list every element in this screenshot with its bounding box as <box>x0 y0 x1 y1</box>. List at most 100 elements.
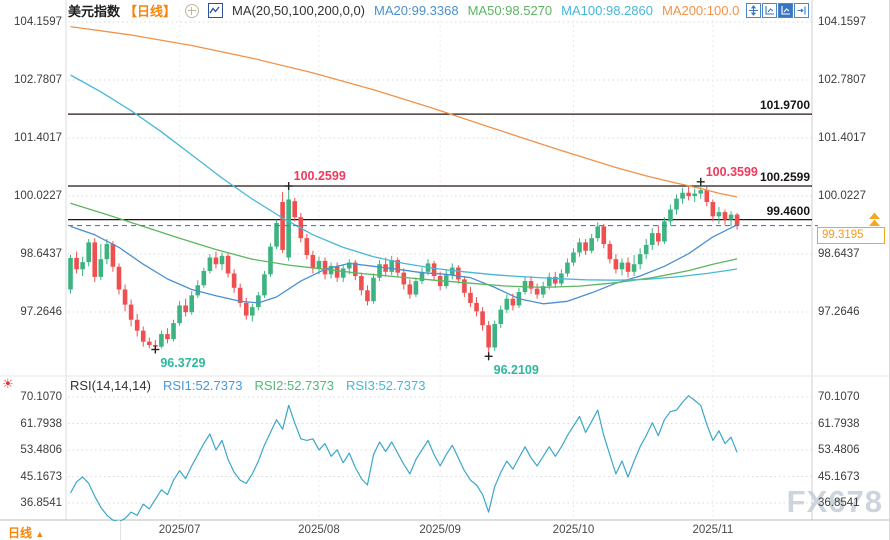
candle <box>310 254 316 269</box>
level-label: 99.4600 <box>766 203 810 218</box>
rsi-axis-label-right: 45.1673 <box>818 470 860 483</box>
ma-line-ma20 <box>70 224 738 305</box>
axis-scale-icon[interactable] <box>762 3 777 18</box>
candle <box>340 268 346 278</box>
price-annotation: 96.3729 <box>160 356 206 371</box>
candle <box>268 246 273 275</box>
rsi3-value: RSI3:52.7373 <box>345 378 426 393</box>
candle <box>401 272 407 285</box>
candle <box>334 265 340 278</box>
candle <box>207 257 213 271</box>
pan-crosshair-icon[interactable] <box>746 3 761 18</box>
candle <box>577 242 582 253</box>
ma20-value: MA20:99.3368 <box>374 3 459 18</box>
price-axis-label-left: 97.2646 <box>20 305 62 318</box>
rsi-settings-icon[interactable]: ☀ <box>2 376 14 391</box>
period-arrow-icon: ▲ <box>35 529 45 539</box>
period-selector[interactable]: 日线 ▲ <box>8 526 45 540</box>
price-annotation: 100.2599 <box>293 169 346 184</box>
candle <box>395 260 401 273</box>
candle <box>256 295 261 308</box>
candle <box>116 266 122 290</box>
candle <box>359 276 364 291</box>
candle <box>474 302 479 312</box>
current-price-box: 99.3195 <box>817 227 885 244</box>
ma50-value: MA50:98.5270 <box>467 3 553 18</box>
candle <box>413 281 419 295</box>
price-axis-label-right: 98.6437 <box>818 247 860 260</box>
candle <box>219 255 225 265</box>
candle <box>140 330 146 342</box>
candle <box>280 201 285 250</box>
candle <box>262 274 267 296</box>
rsi-axis-label-right: 53.4806 <box>818 444 860 456</box>
candle <box>468 292 473 303</box>
price-axis-label-right: 101.4017 <box>818 131 866 144</box>
price-axis-label-right: 104.1597 <box>818 16 866 28</box>
price-annotation: 96.2109 <box>493 363 539 378</box>
candle <box>722 212 728 220</box>
candle <box>680 192 685 199</box>
candle <box>583 242 588 251</box>
candle <box>674 198 679 210</box>
candle <box>498 309 504 324</box>
ma-settings-label[interactable]: MA(20,50,100,200,0,0) <box>232 3 366 18</box>
rsi-axis-label-right: 61.7938 <box>818 417 860 430</box>
candle <box>122 289 128 305</box>
ma-line-ma200 <box>70 25 738 198</box>
candle <box>146 341 152 345</box>
price-annotation: 100.3599 <box>705 164 758 179</box>
candle <box>80 262 85 270</box>
candle <box>649 233 655 245</box>
candle <box>165 334 170 340</box>
x-axis-label: 2025/08 <box>298 524 340 536</box>
price-axis-label-right: 97.2646 <box>818 305 860 318</box>
candle <box>734 214 740 226</box>
candle <box>486 325 491 348</box>
ma200-value: MA200:100.0 <box>661 3 740 18</box>
rsi-header: RSI(14,14,14) RSI1:52.7373 RSI2:52.7373 … <box>70 378 425 393</box>
candle <box>74 257 79 270</box>
candle <box>183 305 188 313</box>
candle <box>510 298 516 306</box>
x-axis-label: 2025/10 <box>552 524 595 536</box>
footer-divider <box>120 521 121 540</box>
price-axis-label-right: 100.0227 <box>818 189 866 202</box>
rsi-axis-label-left: 53.4806 <box>20 444 62 456</box>
candle <box>365 290 370 302</box>
candle <box>292 201 298 218</box>
candle <box>704 190 710 202</box>
candle <box>68 257 73 290</box>
collapse-right-icon[interactable] <box>794 3 809 18</box>
rsi-axis-label-right: 70.1070 <box>818 391 860 403</box>
indicator-settings-icon[interactable] <box>185 3 200 18</box>
candle <box>274 223 279 247</box>
candle <box>177 305 182 324</box>
candle <box>625 262 631 272</box>
rsi-axis-label-left: 45.1673 <box>20 470 62 483</box>
candle <box>128 304 134 320</box>
candle <box>377 264 382 278</box>
candle <box>546 276 552 287</box>
rsi-label[interactable]: RSI(14,14,14) <box>70 378 151 393</box>
candle <box>662 221 667 242</box>
rsi-axis-label-left: 70.1070 <box>20 391 62 403</box>
candle <box>389 260 394 272</box>
candle <box>565 262 570 274</box>
x-axis-label: 2025/07 <box>158 524 201 536</box>
period-tag: 【日线】 <box>124 4 177 19</box>
candle <box>171 323 176 340</box>
chart-scale-active-icon[interactable] <box>778 3 793 18</box>
candle <box>231 273 237 288</box>
candle <box>607 244 613 260</box>
candle <box>201 270 207 286</box>
bottom-bar: 日线 ▲ 2025/07 2025/08 2025/09 2025/10 2025/11 <box>0 521 889 540</box>
ma-line-ma100 <box>70 74 738 281</box>
chart-type-icon[interactable] <box>208 3 224 18</box>
candle <box>716 212 722 217</box>
candle <box>698 190 704 194</box>
candle <box>480 311 485 326</box>
candle <box>189 295 194 313</box>
